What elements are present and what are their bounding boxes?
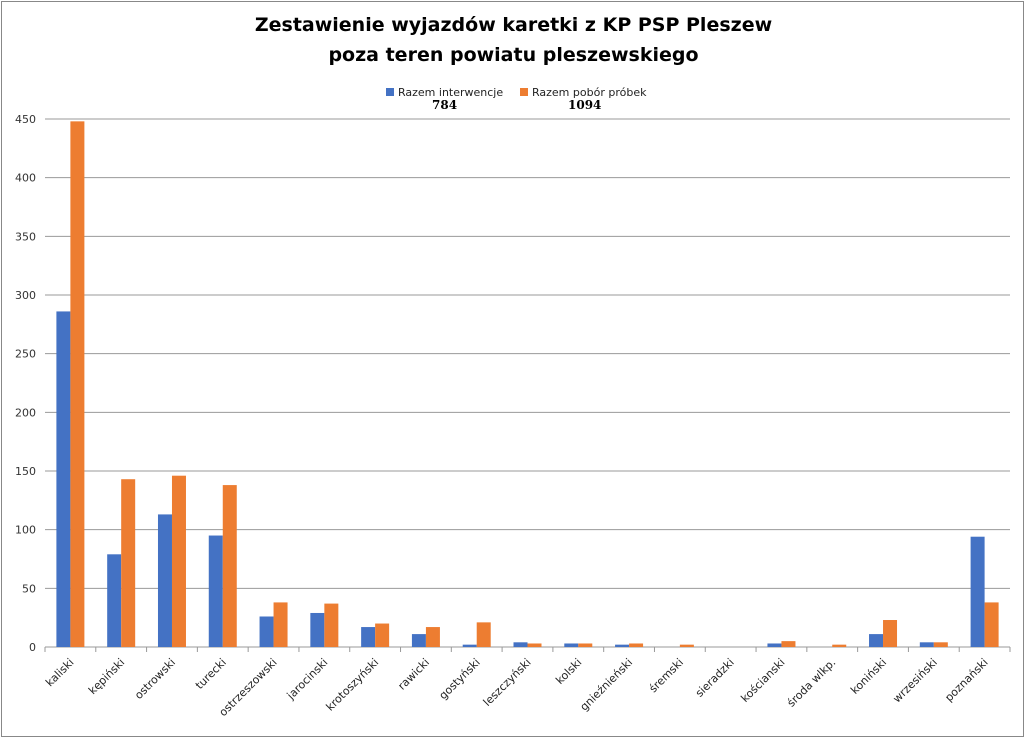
x-tick-label: śremski	[647, 656, 686, 695]
bar-interwencje	[513, 642, 528, 647]
y-tick-label: 200	[15, 406, 36, 419]
bar-interwencje	[107, 554, 122, 647]
y-tick-label: 150	[15, 465, 36, 478]
legend-item-interwencje: Razem interwencje	[386, 86, 503, 99]
bar-probki	[527, 643, 542, 647]
bar-interwencje	[564, 643, 579, 647]
bar-probki	[70, 121, 85, 647]
y-tick-label: 250	[15, 348, 36, 361]
x-tick-label: kolski	[553, 656, 584, 687]
bar-probki	[324, 603, 339, 647]
bar-probki	[984, 602, 999, 647]
bar-probki	[832, 644, 847, 647]
bar-probki	[629, 643, 644, 647]
bar-interwencje	[310, 612, 325, 647]
bar-probki	[679, 644, 694, 647]
x-tick-label: krotoszyński	[324, 656, 382, 714]
bar-interwencje	[970, 536, 985, 647]
y-tick-label: 50	[22, 582, 36, 595]
y-tick-label: 450	[15, 113, 36, 126]
x-tick-label: leszczyński	[481, 656, 534, 709]
bar-probki	[273, 602, 288, 647]
bar-interwencje	[361, 627, 376, 647]
x-tick-label: kościanski	[738, 656, 787, 705]
chart-title-line-2: poza teren powiatu pleszewskiego	[328, 44, 699, 66]
bar-interwencje	[56, 311, 71, 647]
bar-probki	[375, 623, 390, 647]
y-tick-label: 350	[15, 230, 36, 243]
x-tick-label: rawicki	[395, 656, 432, 693]
y-tick-label: 400	[15, 172, 36, 185]
legend-total-interwencje: 784	[432, 98, 458, 112]
x-tick-label: turecki	[193, 656, 229, 692]
x-tick-label: środa wlkp.	[785, 656, 839, 710]
legend-total-probki: 1094	[568, 98, 602, 112]
bar-interwencje	[767, 643, 782, 647]
legend-swatch-orange	[520, 88, 528, 96]
bar-interwencje	[208, 535, 223, 647]
bar-probki	[578, 643, 593, 647]
bar-probki	[476, 622, 491, 647]
bar-probki	[222, 485, 237, 647]
y-tick-label: 0	[29, 641, 36, 654]
x-tick-label: kępiński	[86, 656, 127, 697]
x-tick-label: kaliski	[43, 656, 76, 689]
bar-interwencje	[869, 634, 884, 647]
bar-probki	[781, 641, 796, 647]
x-tick-label: koniński	[848, 656, 889, 697]
bar-interwencje	[919, 642, 934, 647]
chart-title-line-1: Zestawienie wyjazdów karetki z KP PSP Pl…	[254, 14, 773, 36]
y-tick-label: 100	[15, 524, 36, 537]
legend-label: Razem pobór próbek	[532, 86, 647, 99]
x-tick-label: wrzesiński	[890, 656, 939, 705]
x-tick-label: gostyński	[437, 656, 483, 702]
bar-interwencje	[615, 644, 630, 647]
legend-swatch-blue	[386, 88, 394, 96]
bar-interwencje	[157, 514, 172, 647]
bar-probki	[425, 627, 440, 647]
legend-item-probki: Razem pobór próbek	[520, 86, 646, 99]
y-tick-label: 300	[15, 289, 36, 302]
bar-interwencje	[259, 616, 274, 647]
bar-probki	[883, 620, 898, 647]
bar-probki	[171, 475, 186, 647]
bar-interwencje	[411, 634, 426, 647]
x-tick-label: jarocinski	[284, 656, 331, 703]
x-tick-label: gnieźnieński	[578, 656, 636, 714]
bar-probki	[933, 642, 948, 647]
bar-interwencje	[462, 644, 477, 647]
legend-label: Razem interwencje	[398, 86, 504, 99]
x-tick-label: poznański	[942, 656, 990, 704]
x-tick-label: ostrowski	[132, 656, 178, 702]
bar-probki	[121, 479, 136, 647]
x-tick-label: sieradzki	[693, 656, 737, 700]
